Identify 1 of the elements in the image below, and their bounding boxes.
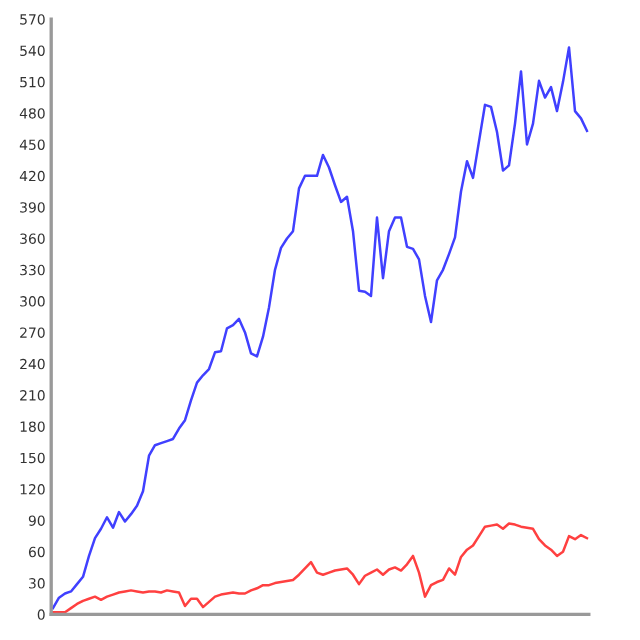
line-series [51, 46, 589, 610]
